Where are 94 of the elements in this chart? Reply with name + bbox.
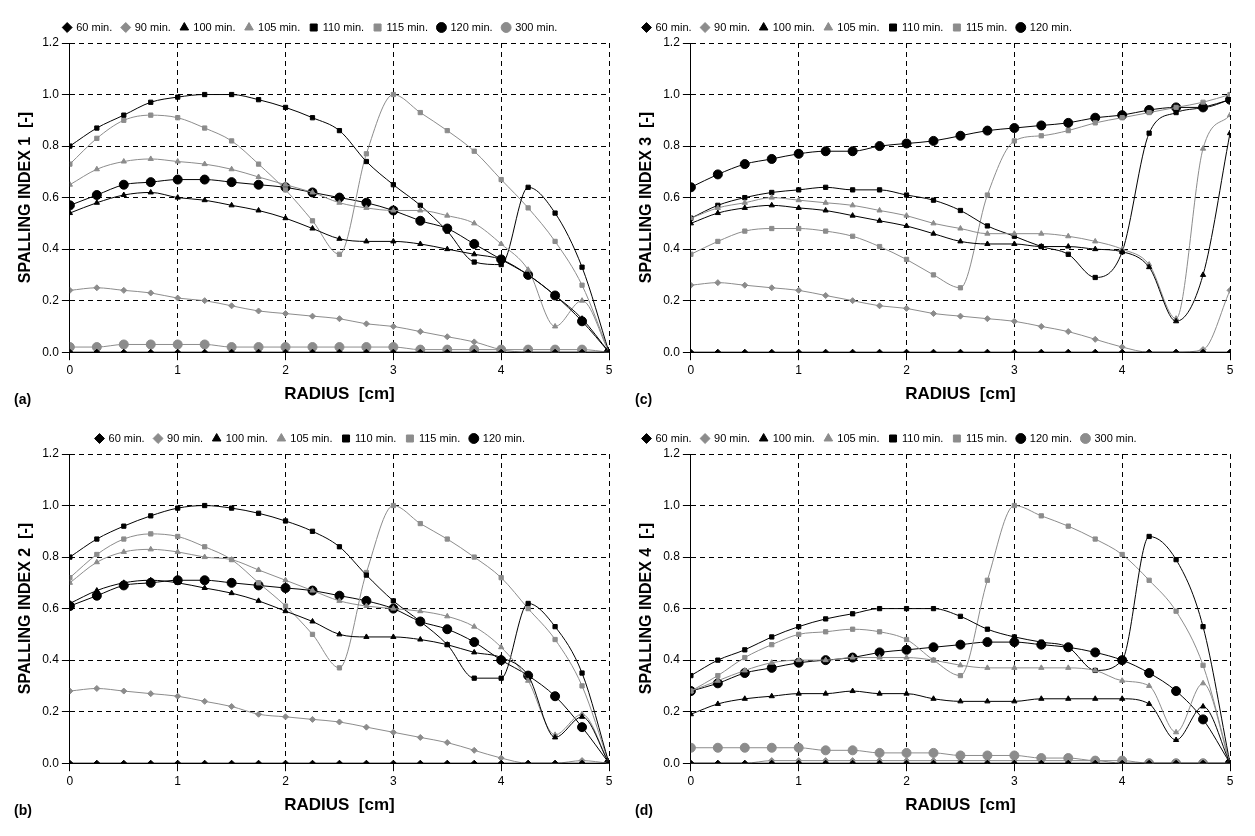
y-tick-label: 0.4 — [42, 241, 60, 256]
y-axis-title: SPALLING INDEX 3 [-] — [637, 111, 655, 284]
x-axis-title: RADIUS [cm] — [284, 795, 395, 815]
y-axis-title: SPALLING INDEX 1 [-] — [16, 111, 34, 284]
text: (a) — [14, 390, 32, 407]
legend-label: 105 min. — [290, 431, 333, 444]
y-tick-label: 0.8 — [42, 138, 60, 153]
legend-label: 90 min. — [714, 20, 751, 33]
y-tick-label: 1.2 — [663, 35, 681, 50]
legend-label: 60 min. — [655, 431, 692, 444]
x-tick-label: 3 — [390, 362, 398, 377]
y-tick-label: 0.8 — [663, 549, 681, 564]
x-axis-title: RADIUS [cm] — [284, 384, 395, 404]
y-tick-label: 0.0 — [663, 344, 681, 359]
y-tick-label: 0.0 — [42, 344, 60, 359]
x-tick-label: 4 — [1118, 773, 1126, 788]
x-tick-label: 3 — [390, 773, 398, 788]
x-tick-label: 3 — [1011, 362, 1019, 377]
y-tick-label: 0.2 — [42, 703, 60, 718]
x-tick-label: 5 — [1226, 773, 1234, 788]
x-tick-label: 0 — [66, 362, 74, 377]
legend-label: 60 min. — [655, 20, 692, 33]
legend-label: 120 min. — [482, 431, 525, 444]
y-axis-title: SPALLING INDEX 4 [-] — [637, 522, 655, 695]
y-tick-label: 0.4 — [663, 241, 681, 256]
legend-label: 60 min. — [108, 431, 145, 444]
y-tick-label: 1.0 — [42, 497, 60, 512]
x-tick-label: 2 — [903, 362, 911, 377]
x-axis-title: RADIUS [cm] — [905, 384, 1016, 404]
x-tick-label: 4 — [497, 773, 505, 788]
legend-label: 105 min. — [258, 20, 301, 33]
x-axis-title: RADIUS [cm] — [905, 795, 1016, 815]
y-tick-label: 0.6 — [42, 189, 60, 204]
y-tick-label: 0.2 — [42, 292, 60, 307]
y-tick-label: 0.6 — [42, 600, 60, 615]
legend-label: 105 min. — [837, 431, 880, 444]
y-tick-label: 0.6 — [663, 600, 681, 615]
legend-label: 110 min. — [902, 20, 944, 33]
y-tick-label: 0.0 — [42, 755, 60, 770]
x-tick-label: 1 — [174, 773, 182, 788]
y-tick-label: 0.2 — [663, 292, 681, 307]
legend-label: 100 min. — [772, 431, 815, 444]
y-tick-label: 0.4 — [663, 652, 681, 667]
legend-label: 100 min. — [193, 20, 236, 33]
y-tick-label: 0.0 — [663, 755, 681, 770]
legend-label: 115 min. — [965, 431, 1008, 444]
y-tick-label: 1.2 — [42, 35, 60, 50]
legend-label: 90 min. — [134, 20, 171, 33]
y-tick-label: 0.8 — [663, 138, 681, 153]
x-tick-label: 1 — [174, 362, 182, 377]
y-tick-label: 1.0 — [42, 86, 60, 101]
legend-label: 115 min. — [386, 20, 428, 33]
x-tick-label: 2 — [903, 773, 911, 788]
legend-label: 90 min. — [714, 431, 751, 444]
text: (d) — [635, 801, 653, 818]
legend-label: 120 min. — [1029, 20, 1072, 33]
y-tick-label: 1.2 — [42, 446, 60, 461]
x-tick-label: 2 — [282, 362, 290, 377]
legend-label: 120 min. — [450, 20, 493, 33]
x-tick-label: 5 — [605, 362, 613, 377]
x-tick-label: 5 — [605, 773, 613, 788]
legend-label: 110 min. — [355, 431, 397, 444]
y-axis-title: SPALLING INDEX 2 [-] — [16, 522, 34, 695]
legend-label: 110 min. — [902, 431, 944, 444]
legend-label: 115 min. — [965, 20, 1008, 33]
legend-label: 110 min. — [322, 20, 365, 33]
text: (c) — [635, 390, 653, 407]
legend-label: 115 min. — [418, 431, 461, 444]
legend-label: 100 min. — [772, 20, 815, 33]
x-tick-label: 3 — [1011, 773, 1019, 788]
y-tick-label: 0.2 — [663, 703, 681, 718]
x-tick-label: 0 — [66, 773, 74, 788]
x-tick-label: 4 — [1118, 362, 1126, 377]
y-tick-label: 0.4 — [42, 652, 60, 667]
x-tick-label: 2 — [282, 773, 290, 788]
legend-label: 90 min. — [167, 431, 204, 444]
text: (b) — [14, 801, 32, 818]
legend-label: 120 min. — [1029, 431, 1072, 444]
legend-label: 300 min. — [515, 20, 558, 33]
y-tick-label: 1.0 — [663, 86, 681, 101]
x-tick-label: 5 — [1226, 362, 1234, 377]
x-tick-label: 4 — [497, 362, 505, 377]
x-tick-label: 1 — [795, 362, 803, 377]
y-tick-label: 1.2 — [663, 446, 681, 461]
legend-label: 100 min. — [225, 431, 268, 444]
legend-label: 105 min. — [837, 20, 880, 33]
x-tick-label: 1 — [795, 773, 803, 788]
legend-label: 300 min. — [1094, 431, 1137, 444]
y-tick-label: 0.6 — [663, 189, 681, 204]
legend-label: 60 min. — [76, 20, 113, 33]
y-tick-label: 0.8 — [42, 549, 60, 564]
x-tick-label: 0 — [687, 362, 695, 377]
y-tick-label: 1.0 — [663, 497, 681, 512]
x-tick-label: 0 — [687, 773, 695, 788]
